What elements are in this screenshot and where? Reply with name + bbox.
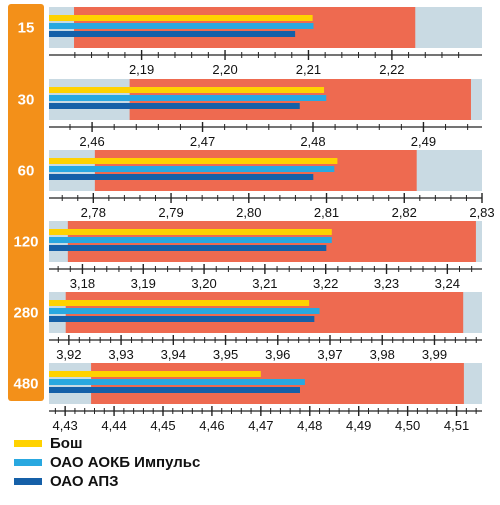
group-480-bar-apz: [49, 387, 300, 393]
category-label-60: 60: [18, 163, 35, 180]
group-60-tick-label: 2,81: [314, 205, 339, 220]
group-30-bar-bosch: [49, 87, 325, 93]
group-120-tick-label: 3,22: [313, 276, 338, 291]
group-280-bar-apz: [49, 316, 315, 322]
group-280-tick-label: 3,99: [422, 347, 447, 362]
category-label-15: 15: [18, 20, 35, 37]
group-280-tick-label: 3,98: [370, 347, 395, 362]
group-480-bar-bosch: [49, 371, 261, 377]
category-label-120: 120: [13, 234, 38, 251]
group-15-tick-label: 2,19: [129, 62, 154, 77]
legend-swatch-impuls: [14, 458, 42, 466]
group-15-tick-label: 2,20: [212, 62, 237, 77]
group-120-tick-label: 3,23: [374, 276, 399, 291]
group-15-tick-label: 2,21: [296, 62, 321, 77]
group-60-bar-apz: [49, 174, 314, 180]
group-120-tick-label: 3,20: [191, 276, 216, 291]
group-480-tick-label: 4,50: [395, 418, 420, 432]
chart-area: 15 2,19 2,20 2,21 2,22 30 2,46 2,47 2,48 2,49 60 2,…: [8, 4, 495, 432]
group-60-tick-label: 2,79: [158, 205, 183, 220]
group-15-bar-impuls: [49, 23, 314, 29]
group-480-tick-label: 4,51: [444, 418, 469, 432]
group-120-bar-apz: [49, 245, 327, 251]
group-280-tick-label: 3,97: [317, 347, 342, 362]
group-30-bar-impuls: [49, 95, 327, 101]
group-30-bar-apz: [49, 103, 300, 109]
group-60-tick-label: 2,80: [236, 205, 261, 220]
group-15-bar-apz: [49, 31, 296, 37]
group-480-bar-impuls: [49, 379, 305, 385]
group-480-tick-label: 4,46: [199, 418, 224, 432]
category-label-280: 280: [13, 305, 38, 322]
group-120-tick-label: 3,18: [70, 276, 95, 291]
group-30-tick-label: 2,49: [411, 134, 436, 149]
group-15-tick-label: 2,22: [379, 62, 404, 77]
group-280-tick-label: 3,95: [213, 347, 238, 362]
legend-swatch-bosch: [14, 439, 42, 447]
group-480-tick-label: 4,43: [52, 418, 77, 432]
category-label-30: 30: [18, 92, 35, 109]
group-60-tick-label: 2,78: [81, 205, 106, 220]
group-120-tick-label: 3,21: [252, 276, 277, 291]
group-280-bar-bosch: [49, 300, 310, 306]
group-60-bar-bosch: [49, 158, 338, 164]
group-480-tick-label: 4,45: [150, 418, 175, 432]
group-480-tick-label: 4,49: [346, 418, 371, 432]
legend-label-bosch: Бош: [50, 434, 83, 452]
group-280-tick-label: 3,94: [161, 347, 186, 362]
legend-swatch-apz: [14, 477, 42, 485]
group-120-bar-bosch: [49, 229, 332, 235]
legend-item-apz: ОАО АПЗ: [14, 472, 200, 490]
group-60-bar-impuls: [49, 166, 335, 172]
group-60-tick-label: 2,82: [392, 205, 417, 220]
group-280-tick-label: 3,92: [56, 347, 81, 362]
group-480-tick-label: 4,48: [297, 418, 322, 432]
category-column: [8, 4, 44, 401]
legend: Бош ОАО АОКБ Импульс ОАО АПЗ: [14, 434, 200, 491]
group-280-tick-label: 3,93: [108, 347, 133, 362]
legend-item-bosch: Бош: [14, 434, 200, 452]
group-480-tick-label: 4,47: [248, 418, 273, 432]
group-30-tick-label: 2,48: [300, 134, 325, 149]
legend-label-apz: ОАО АПЗ: [50, 472, 119, 490]
group-280-bar-impuls: [49, 308, 320, 314]
group-60-tick-label: 2,83: [469, 205, 494, 220]
group-120-tick-label: 3,19: [131, 276, 156, 291]
group-30-tick-label: 2,46: [79, 134, 104, 149]
category-label-480: 480: [13, 376, 38, 393]
group-30-tick-label: 2,47: [190, 134, 215, 149]
group-15-bar-bosch: [49, 15, 313, 21]
group-120-bar-impuls: [49, 237, 332, 243]
group-480-tick-label: 4,44: [101, 418, 126, 432]
legend-label-impuls: ОАО АОКБ Импульс: [50, 453, 201, 471]
group-280-tick-label: 3,96: [265, 347, 290, 362]
legend-item-impuls: ОАО АОКБ Импульс: [14, 453, 200, 471]
group-120-tick-label: 3,24: [435, 276, 460, 291]
